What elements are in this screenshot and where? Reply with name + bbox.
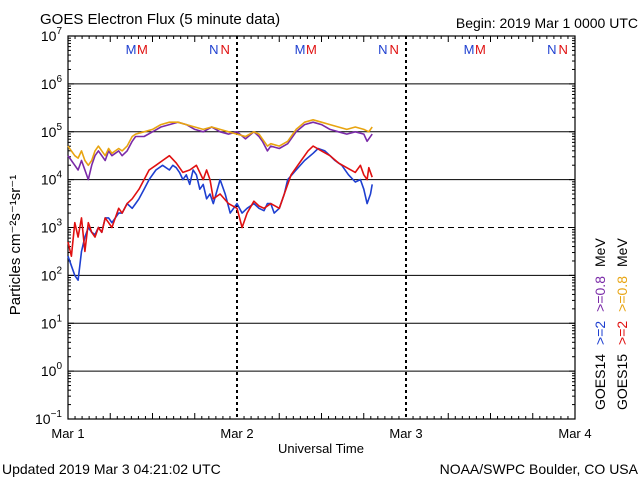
marker-label-N: N (389, 42, 398, 57)
legend-item: GOES15 (614, 354, 630, 410)
x-tick-label: Mar 3 (389, 426, 422, 441)
y-tick-label-1e3: 103 (41, 218, 63, 236)
legend-item: GOES14 (592, 354, 608, 410)
series-line-0 (67, 147, 373, 282)
x-tick-label: Mar 1 (51, 426, 84, 441)
marker-label-M: M (295, 42, 306, 57)
marker-label-N: N (558, 42, 567, 57)
marker-label-M: M (306, 42, 317, 57)
grid-lines (68, 83, 575, 372)
y-axis-label: Particles cm⁻²s⁻¹sr⁻¹ (7, 175, 24, 315)
y-tick-label-1e7: 107 (41, 26, 63, 44)
y-tick-label-1e6: 106 (41, 74, 63, 92)
marker-label-N: N (209, 42, 218, 57)
legend-item: >=0.8 (592, 276, 608, 312)
legend: GOES14 >=2 >=0.8 MeV GOES15 >=2 >=0.8 MeV (592, 238, 630, 410)
legend-item: MeV (614, 238, 630, 267)
marker-label-N: N (378, 42, 387, 57)
marker-label-N: N (547, 42, 556, 57)
legend-item: >=2 (592, 321, 608, 345)
marker-label-N: N (220, 42, 229, 57)
legend-item: >=0.8 (614, 276, 630, 312)
y-tick-label-1e5: 105 (41, 122, 63, 140)
series-line-2 (67, 145, 373, 258)
x-tick-label: Mar 4 (558, 426, 591, 441)
x-tick-label: Mar 2 (220, 426, 253, 441)
series-line-3 (67, 119, 373, 167)
y-tick-label-1e4: 104 (41, 170, 63, 188)
data-series (67, 119, 373, 282)
y-tick-label-1e2: 102 (41, 265, 63, 283)
x-axis-label: Universal Time (278, 441, 364, 456)
marker-label-M: M (464, 42, 475, 57)
chart-title: GOES Electron Flux (5 minute data) (40, 11, 280, 28)
y-tick-label-1e-1: 10−1 (35, 409, 62, 427)
begin-label: Begin: 2019 Mar 1 0000 UTC (456, 15, 638, 31)
y-tick-label-1e0: 100 (41, 361, 63, 379)
legend-item: MeV (592, 238, 608, 267)
series-line-1 (67, 121, 373, 181)
marker-label-M: M (475, 42, 486, 57)
footer-updated: Updated 2019 Mar 3 04:21:02 UTC (2, 461, 221, 477)
y-axis-ticks: 10−1 100 101 102 103 104 105 106 107 (35, 26, 575, 427)
legend-item: >=2 (614, 321, 630, 345)
footer-source: NOAA/SWPC Boulder, CO USA (440, 461, 639, 477)
x-axis-ticks: Mar 1 Mar 2 Mar 3 Mar 4 (51, 36, 592, 441)
marker-label-M: M (126, 42, 137, 57)
marker-label-M: M (137, 42, 148, 57)
y-tick-label-1e1: 101 (41, 313, 63, 331)
